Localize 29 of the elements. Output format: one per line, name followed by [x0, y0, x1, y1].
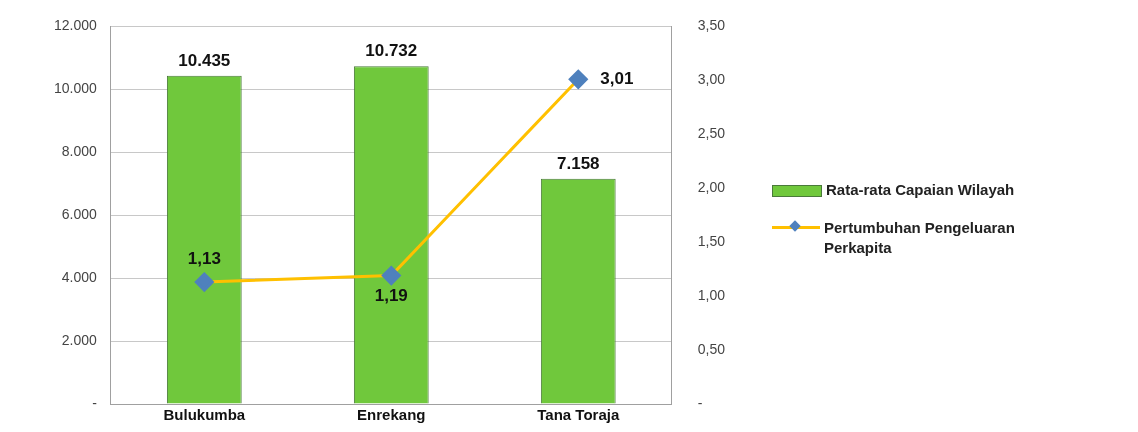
legend-label: Rata-rata Capaian Wilayah — [826, 180, 1015, 200]
y2-tick-label: 2,50 — [697, 125, 726, 142]
legend-label: Pertumbuhan Pengeluaran Perkapita — [824, 218, 1016, 258]
y2-tick-label: 3,50 — [697, 17, 726, 34]
y2-tick-label: - — [697, 394, 703, 411]
point — [381, 266, 401, 286]
data-label: 3,01 — [600, 68, 634, 88]
x-tick-label: Enrekang — [357, 406, 426, 424]
x-tick-label: Bulukumba — [163, 406, 246, 424]
data-label: 1,13 — [187, 249, 221, 269]
y2-tick-label: 1,50 — [697, 233, 726, 250]
y-tick-label: 4.000 — [61, 268, 98, 285]
y-tick-label: - — [92, 394, 98, 411]
point — [194, 272, 214, 292]
data-label: 10.732 — [365, 41, 418, 61]
y2-tick-label: 2,00 — [697, 179, 726, 196]
y-tick-label: 8.000 — [61, 143, 98, 160]
y2-tick-label: 0,50 — [697, 340, 726, 357]
point — [568, 69, 588, 89]
y2-tick-label: 1,00 — [697, 286, 726, 303]
y-tick-label: 6.000 — [61, 206, 98, 223]
y2-tick-label: 3,00 — [697, 71, 726, 88]
data-label: 1,19 — [374, 285, 408, 305]
y-tick-label: 10.000 — [53, 80, 98, 97]
x-tick-label: Tana Toraja — [537, 406, 620, 424]
data-label: 10.435 — [178, 50, 231, 70]
y-tick-label: 2.000 — [61, 331, 98, 348]
data-label: 7.158 — [556, 153, 600, 173]
y-tick-label: 12.000 — [53, 17, 98, 34]
